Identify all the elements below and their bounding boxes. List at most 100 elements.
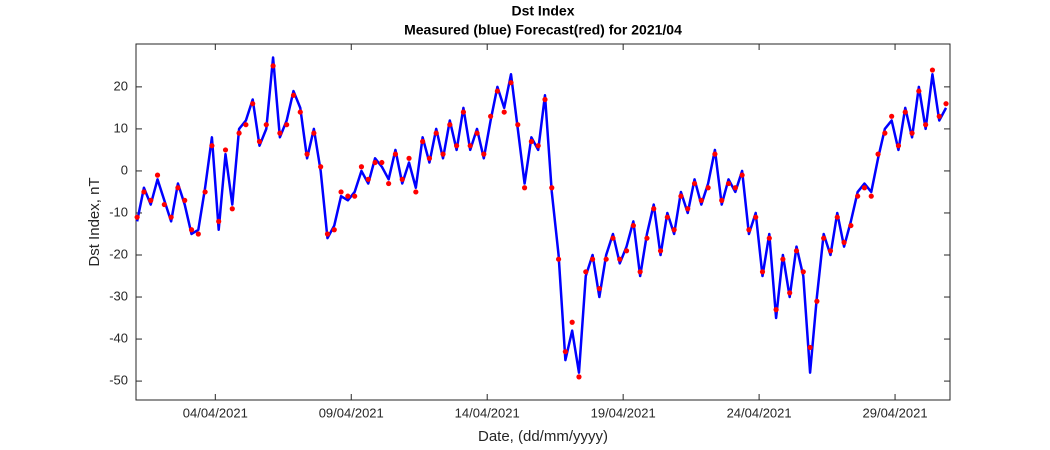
forecast-point bbox=[188, 227, 195, 233]
forecast-point bbox=[814, 298, 820, 304]
forecast-point bbox=[229, 206, 235, 212]
forecast-point bbox=[406, 155, 412, 161]
forecast-point bbox=[753, 214, 759, 220]
y-tick-label: -50 bbox=[109, 373, 128, 388]
forecast-point bbox=[528, 138, 534, 145]
measured-line bbox=[135, 56, 948, 374]
forecast-point bbox=[256, 138, 263, 145]
forecast-point bbox=[834, 214, 840, 220]
forecast-point bbox=[352, 193, 358, 199]
forecast-point bbox=[909, 130, 915, 136]
forecast-point bbox=[882, 130, 888, 136]
forecast-point bbox=[263, 122, 269, 128]
forecast-point bbox=[943, 101, 949, 107]
forecast-point bbox=[379, 159, 385, 166]
y-tick-label: -20 bbox=[109, 246, 128, 261]
forecast-point bbox=[195, 231, 201, 237]
forecast-point bbox=[161, 201, 167, 208]
forecast-point bbox=[848, 222, 854, 229]
forecast-point bbox=[454, 143, 460, 149]
forecast-point bbox=[821, 235, 827, 241]
forecast-point bbox=[236, 130, 242, 136]
forecast-point bbox=[209, 143, 215, 149]
forecast-point bbox=[651, 206, 657, 212]
forecast-point bbox=[746, 227, 752, 233]
forecast-point bbox=[766, 235, 772, 241]
forecast-point bbox=[284, 122, 290, 128]
forecast-point bbox=[318, 164, 324, 170]
forecast-point bbox=[617, 256, 623, 262]
forecast-point bbox=[827, 248, 834, 254]
forecast-point bbox=[936, 113, 942, 119]
forecast-point bbox=[141, 189, 147, 195]
x-tick-label: 29/04/2021 bbox=[863, 405, 928, 420]
forecast-point bbox=[923, 122, 929, 128]
forecast-point bbox=[460, 109, 467, 115]
forecast-point bbox=[324, 231, 331, 237]
forecast-point bbox=[386, 180, 392, 187]
forecast-point bbox=[148, 197, 154, 203]
forecast-point bbox=[678, 193, 684, 199]
forecast-point bbox=[657, 248, 664, 254]
forecast-point bbox=[202, 189, 208, 195]
forecast-point bbox=[331, 227, 337, 233]
forecast-point bbox=[304, 151, 310, 157]
forecast-point bbox=[297, 109, 303, 115]
forecast-point bbox=[855, 193, 861, 199]
forecast-point bbox=[447, 122, 453, 128]
forecast-point bbox=[698, 197, 704, 203]
forecast-point bbox=[589, 256, 596, 262]
forecast-point bbox=[535, 143, 541, 149]
forecast-point bbox=[610, 235, 616, 241]
forecast-point bbox=[773, 307, 779, 313]
forecast-point bbox=[705, 185, 711, 191]
forecast-point bbox=[671, 227, 677, 233]
forecast-point bbox=[488, 113, 494, 119]
forecast-point bbox=[250, 101, 256, 107]
forecast-point bbox=[576, 374, 582, 380]
forecast-point bbox=[895, 143, 902, 149]
forecast-point bbox=[787, 290, 793, 296]
y-tick-label: 20 bbox=[114, 78, 128, 93]
forecast-point bbox=[474, 130, 480, 136]
forecast-point bbox=[780, 256, 786, 262]
forecast-point bbox=[623, 248, 630, 254]
forecast-point bbox=[358, 164, 365, 170]
forecast-point bbox=[311, 130, 317, 136]
forecast-point bbox=[338, 189, 344, 195]
forecast-point bbox=[501, 109, 507, 115]
forecast-point bbox=[732, 185, 738, 191]
forecast-point bbox=[562, 349, 568, 355]
forecast-point bbox=[637, 269, 643, 275]
forecast-point bbox=[168, 214, 174, 220]
forecast-point bbox=[481, 151, 487, 157]
forecast-point bbox=[875, 151, 881, 157]
forecast-point bbox=[270, 63, 276, 69]
forecast-point bbox=[542, 96, 548, 103]
forecast-point bbox=[216, 218, 222, 224]
forecast-point bbox=[644, 235, 650, 241]
forecast-point bbox=[719, 197, 725, 203]
forecast-point bbox=[793, 248, 800, 254]
y-tick-label: 10 bbox=[114, 120, 128, 135]
forecast-point bbox=[902, 109, 908, 115]
forecast-point bbox=[889, 113, 895, 119]
forecast-point bbox=[440, 151, 446, 157]
forecast-point bbox=[182, 197, 188, 203]
forecast-point bbox=[916, 88, 922, 94]
forecast-point bbox=[841, 239, 847, 245]
forecast-point bbox=[426, 155, 433, 161]
chart-title: Dst Index bbox=[511, 3, 574, 19]
chart-subtitle: Measured (blue) Forecast(red) for 2021/0… bbox=[404, 22, 682, 38]
forecast-point bbox=[494, 88, 501, 94]
forecast-point bbox=[807, 344, 813, 351]
y-tick-label: -30 bbox=[109, 288, 128, 303]
forecast-point bbox=[134, 214, 140, 220]
forecast-point bbox=[583, 269, 589, 275]
forecast-point bbox=[154, 172, 161, 178]
forecast-point bbox=[800, 269, 806, 275]
plot-frame bbox=[135, 43, 951, 401]
forecast-point bbox=[365, 176, 371, 182]
forecast-point bbox=[691, 180, 698, 187]
